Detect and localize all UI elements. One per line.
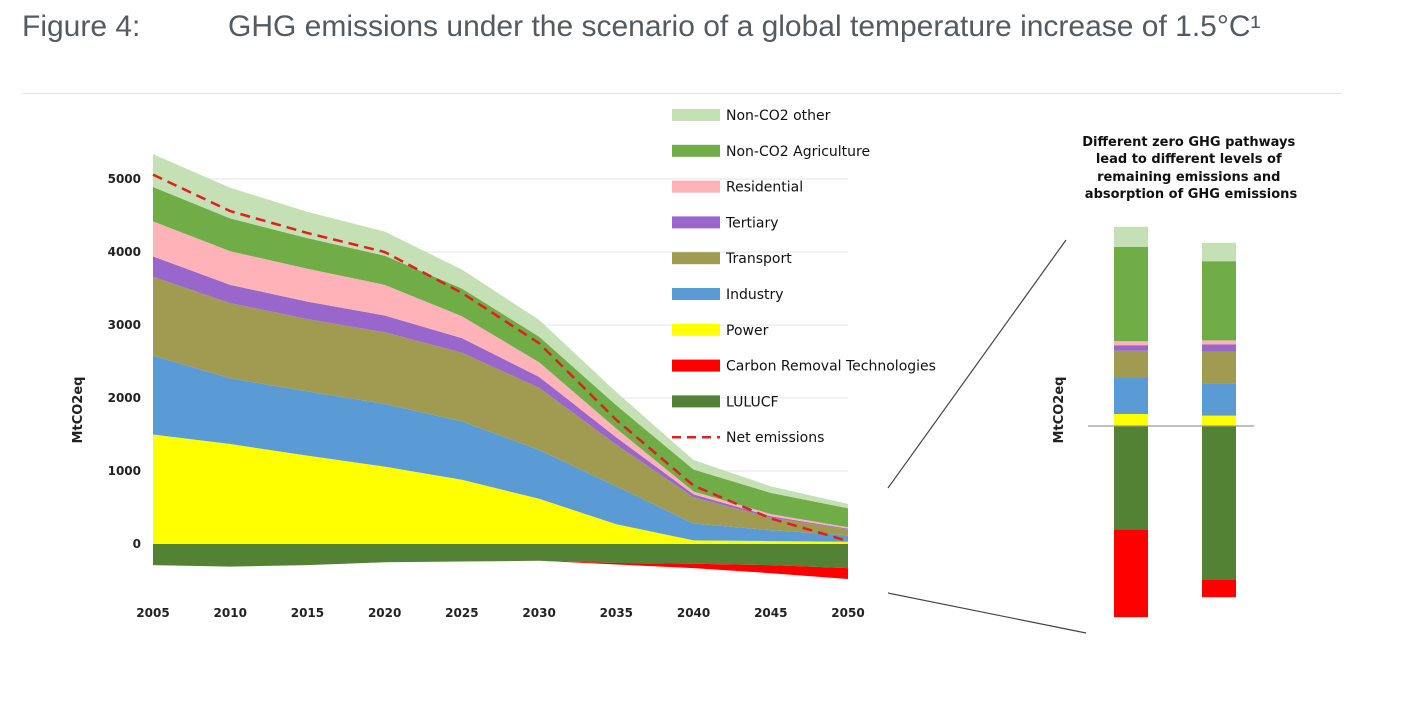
area-industry <box>153 355 848 542</box>
legend-swatch-lulucf <box>672 395 720 408</box>
legend-label-non-co2-agriculture: Non-CO2 Agriculture <box>726 144 870 160</box>
pathway-note-line-2: lead to different levels of <box>1096 152 1282 167</box>
legend-swatch-power <box>672 323 720 336</box>
area-non-co2-agriculture <box>153 187 848 528</box>
x-tick-label: 2050 <box>831 606 864 620</box>
inset-bar-1-industry <box>1114 378 1148 414</box>
x-tick-label: 2015 <box>291 606 324 620</box>
legend-label-transport: Transport <box>725 251 792 267</box>
zoom-connector-top <box>887 239 1067 489</box>
legend-label-lulucf: LULUCF <box>726 394 779 410</box>
x-tick-label: 2005 <box>136 606 169 620</box>
area-lulucf <box>153 544 848 569</box>
x-tick-label: 2010 <box>214 606 247 620</box>
legend-label-net-emissions: Net emissions <box>726 430 824 446</box>
inset-bar-2-residential <box>1202 340 1236 345</box>
legend-swatch-tertiary <box>672 216 720 229</box>
x-tick-label: 2025 <box>445 606 478 620</box>
inset-bar-1-power <box>1114 414 1148 426</box>
legend-label-industry: Industry <box>726 287 784 303</box>
main-area-series <box>153 154 848 580</box>
figure-title: GHG emissions under the scenario of a gl… <box>228 10 1261 43</box>
legend-label-power: Power <box>726 323 769 339</box>
inset-bar-2-non-co2-other <box>1202 242 1236 262</box>
inset-y-axis-label: MtCO2eq <box>1052 377 1067 444</box>
figure-label: Figure 4: <box>22 10 141 43</box>
legend-label-tertiary: Tertiary <box>725 215 779 231</box>
legend: Non-CO2 other Non-CO2 Agriculture Resident… <box>672 108 936 446</box>
inset-bar-1-non-co2-agriculture <box>1114 246 1148 342</box>
inset-bar-2-industry <box>1202 383 1236 416</box>
inset-bar-2-lulucf <box>1202 426 1236 580</box>
inset-bar-2-tertiary <box>1202 344 1236 352</box>
legend-swatch-non-co2-agriculture <box>672 144 720 157</box>
area-power <box>153 434 848 544</box>
area-residential <box>153 221 848 529</box>
inset-bar-1-carbon-removal-technologies <box>1114 530 1148 618</box>
pathway-note-line-1: Different zero GHG pathways <box>1082 135 1295 150</box>
inset-bar-1-non-co2-other <box>1114 226 1148 247</box>
legend-swatch-industry <box>672 288 720 300</box>
y-tick-label: 1000 <box>108 464 141 478</box>
main-y-tick-labels: 0 1000 2000 3000 4000 5000 <box>108 172 141 551</box>
main-x-tick-labels: 2005 2010 2015 2020 2025 2030 2035 2040 2045 2050 <box>136 606 864 620</box>
y-tick-label: 3000 <box>108 318 141 332</box>
inset-bar-2-power <box>1202 415 1236 426</box>
x-tick-label: 2040 <box>677 606 710 620</box>
legend-label-residential: Residential <box>726 180 803 196</box>
inset-bar-2-transport <box>1202 351 1236 384</box>
area-carbon-removal-technologies <box>153 560 848 580</box>
inset-bar-1-transport <box>1114 350 1148 378</box>
y-tick-label: 4000 <box>108 245 141 259</box>
inset-stacked-bars <box>1114 226 1236 618</box>
pathway-note: Different zero GHG pathways lead to diff… <box>1082 135 1300 202</box>
main-y-axis-label: MtCO2eq <box>71 377 86 444</box>
area-non-co2-other <box>153 154 848 509</box>
x-tick-label: 2045 <box>754 606 787 620</box>
inset-bar-2-non-co2-agriculture <box>1202 261 1236 341</box>
inset-bar-1-residential <box>1114 341 1148 346</box>
title-divider <box>22 93 1342 94</box>
zoom-connector-bottom <box>887 592 1087 634</box>
y-tick-label: 2000 <box>108 391 141 405</box>
area-tertiary <box>153 256 848 530</box>
pathway-note-line-3: remaining emissions and <box>1097 170 1280 185</box>
legend-swatch-non-co2-other <box>672 109 720 121</box>
x-tick-label: 2020 <box>368 606 401 620</box>
legend-swatch-transport <box>672 252 720 265</box>
legend-swatch-carbon-removal-technologies <box>672 359 720 372</box>
y-tick-label: 5000 <box>108 172 141 186</box>
inset-bar-1-lulucf <box>1114 426 1148 530</box>
y-tick-label: 0 <box>133 537 141 551</box>
legend-label-non-co2-other: Non-CO2 other <box>726 108 831 124</box>
inset-bar-2-carbon-removal-technologies <box>1202 579 1236 598</box>
net-emissions-line-group <box>152 173 849 543</box>
inset-bar-1-tertiary <box>1114 345 1148 351</box>
area-transport <box>153 276 848 536</box>
x-tick-label: 2030 <box>522 606 555 620</box>
net-emissions-line <box>152 173 849 543</box>
pathway-note-line-4: absorption of GHG emissions <box>1085 187 1298 202</box>
legend-label-carbon-removal-technologies: Carbon Removal Technologies <box>726 359 936 375</box>
x-tick-label: 2035 <box>600 606 633 620</box>
legend-swatch-residential <box>672 180 720 193</box>
